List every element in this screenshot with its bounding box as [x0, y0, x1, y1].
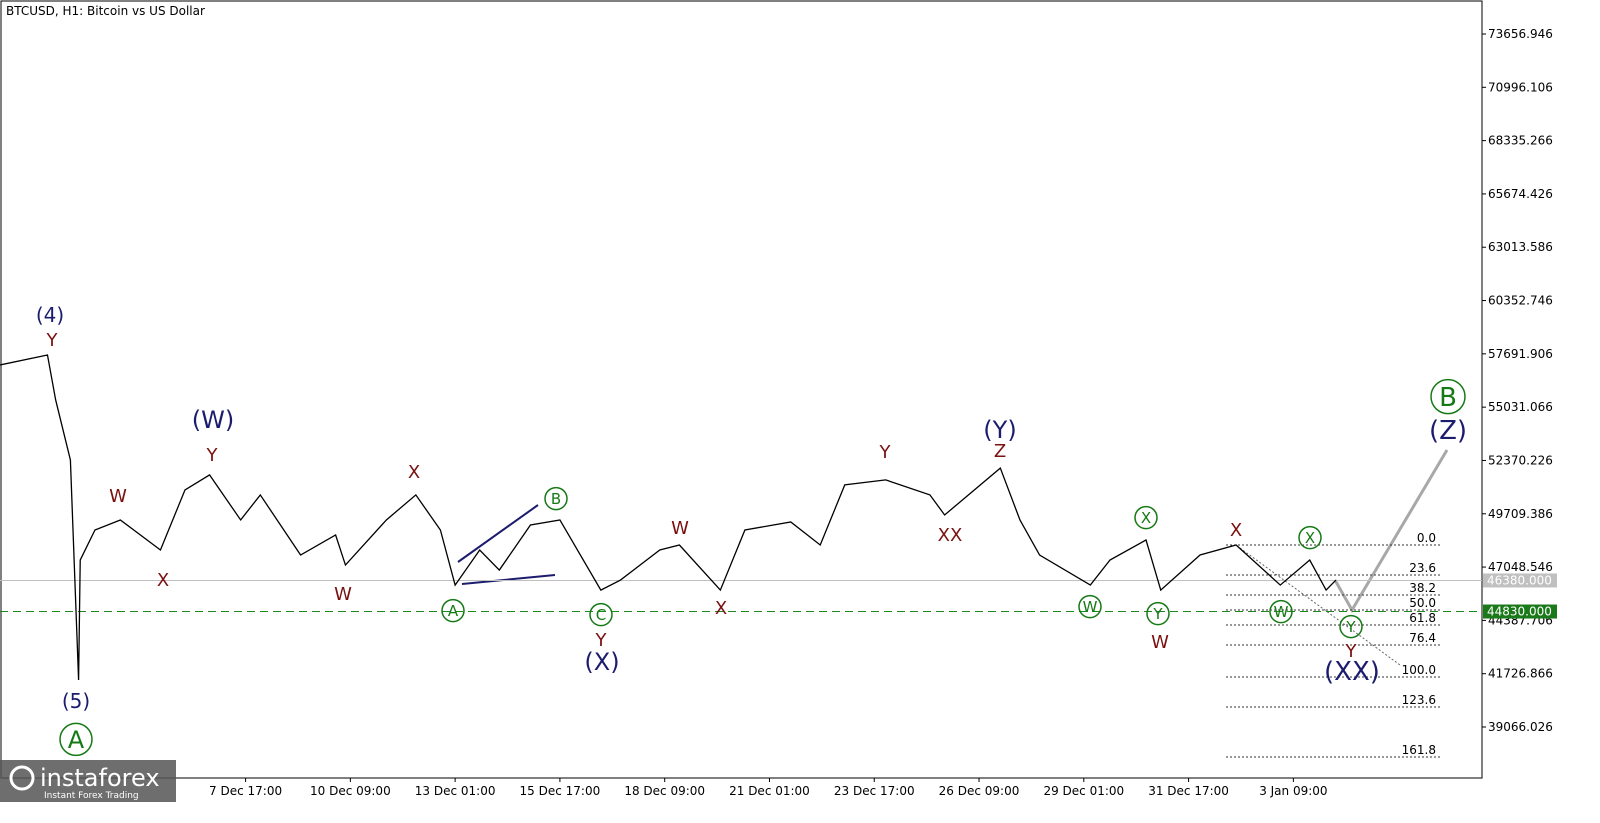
x-tick-label: 15 Dec 17:00 [520, 784, 601, 798]
y-tick-label: 57691.906 [1488, 347, 1553, 361]
fib-trend [1239, 547, 1401, 666]
fib-label: 50.0 [1409, 596, 1436, 610]
logo: instaforex Instant Forex Trading [0, 760, 176, 802]
fib-label: 76.4 [1409, 631, 1436, 645]
wave-label: X [408, 462, 420, 483]
wave-label: (5) [62, 689, 90, 713]
wave-label: B [551, 490, 561, 508]
wave-label: (Z) [1429, 416, 1467, 446]
wave-label: (4) [36, 303, 64, 327]
y-tick-label: 41726.866 [1488, 667, 1553, 681]
y-tick-label: 63013.586 [1488, 240, 1553, 254]
y-tick-label: 60352.746 [1488, 294, 1553, 308]
wave-label: Y [46, 330, 59, 351]
wave-label: X [1305, 529, 1315, 547]
x-tick-label: 29 Dec 01:00 [1043, 784, 1124, 798]
logo-tagline: Instant Forex Trading [44, 791, 139, 801]
level-tag [1483, 604, 1557, 619]
fib-label: 38.2 [1409, 581, 1436, 595]
y-tick-label: 73656.946 [1488, 27, 1553, 41]
wave-label: (XX) [1324, 657, 1380, 687]
fib-label: 161.8 [1402, 743, 1436, 757]
wave-label: Y [1345, 618, 1356, 636]
wave-circle [1078, 594, 1102, 619]
wave-label: W [1151, 632, 1169, 653]
wave-circle [59, 722, 93, 757]
logo-text: instaforex [40, 764, 160, 792]
x-tick-label: 31 Dec 17:00 [1148, 784, 1229, 798]
price-tag [1483, 573, 1557, 588]
price-tag-label: 46380.000 [1487, 573, 1552, 587]
y-tick-label: 70996.106 [1488, 80, 1553, 94]
wave-label: Y [1345, 641, 1358, 662]
y-tick-label: 65674.426 [1488, 187, 1553, 201]
wave-label: (X) [584, 648, 619, 676]
x-tick-label: 21 Dec 01:00 [729, 784, 810, 798]
fib-label: 61.8 [1409, 611, 1436, 625]
wave-label: W [671, 518, 689, 539]
x-tick-label: 26 Dec 09:00 [939, 784, 1020, 798]
wave-label: A [448, 602, 459, 620]
level-tag-label: 44830.000 [1487, 605, 1552, 619]
y-tick-label: 47048.546 [1488, 560, 1553, 574]
y-tick-label: 52370.226 [1488, 453, 1553, 467]
plot-frame [0, 0, 1483, 779]
trendline [461, 574, 556, 585]
wave-label: W [1083, 598, 1098, 616]
wave-label: Y [879, 442, 892, 463]
wave-circle [1339, 614, 1363, 639]
x-tick-label: 18 Dec 09:00 [624, 784, 705, 798]
wave-label: A [68, 726, 85, 754]
wave-label: X [715, 598, 727, 619]
wave-label: X [1141, 509, 1151, 527]
wave-label: Y [1152, 605, 1163, 623]
wave-circle [589, 602, 613, 627]
wave-label: W [1274, 603, 1289, 621]
y-tick-label: 39066.026 [1488, 720, 1553, 734]
wave-circle [441, 598, 465, 623]
wave-label: B [1439, 383, 1457, 413]
wave-circle [1298, 525, 1322, 550]
y-tick-label: 68335.266 [1488, 134, 1553, 148]
wave-label: Z [994, 441, 1006, 462]
y-tick-label: 49709.386 [1488, 507, 1553, 521]
fib-label: 100.0 [1402, 663, 1436, 677]
wave-circle [1269, 599, 1293, 624]
chart-title: BTCUSD, H1: Bitcoin vs US Dollar [6, 4, 205, 18]
wave-label: (Y) [983, 416, 1016, 444]
y-tick-label: 55031.066 [1488, 400, 1553, 414]
fib-label: 23.6 [1409, 561, 1436, 575]
trendline [457, 504, 539, 563]
wave-label: Y [595, 630, 608, 651]
wave-circle [1430, 378, 1466, 415]
wave-label: X [1230, 520, 1242, 541]
x-tick-label: 7 Dec 17:00 [209, 784, 282, 798]
price-line [0, 354, 1337, 681]
logo-box [0, 760, 176, 802]
wave-label: W [334, 584, 352, 605]
x-tick-label: 10 Dec 09:00 [310, 784, 391, 798]
wave-circle [544, 486, 568, 511]
x-tick-label: 23 Dec 17:00 [834, 784, 915, 798]
logo-icon [9, 765, 35, 791]
x-tick-label: 3 Jan 09:00 [1259, 784, 1327, 798]
wave-circle [1146, 601, 1170, 626]
fib-label: 123.6 [1402, 693, 1436, 707]
wave-label: XX [938, 525, 963, 546]
fib-label: 0.0 [1417, 531, 1436, 545]
wave-label: Y [206, 445, 219, 466]
x-tick-label: 13 Dec 01:00 [415, 784, 496, 798]
wave-label: (W) [192, 406, 234, 434]
wave-label: C [596, 606, 606, 624]
wave-label: X [157, 570, 169, 591]
wave-label: W [109, 486, 127, 507]
wave-circle [1134, 505, 1158, 530]
